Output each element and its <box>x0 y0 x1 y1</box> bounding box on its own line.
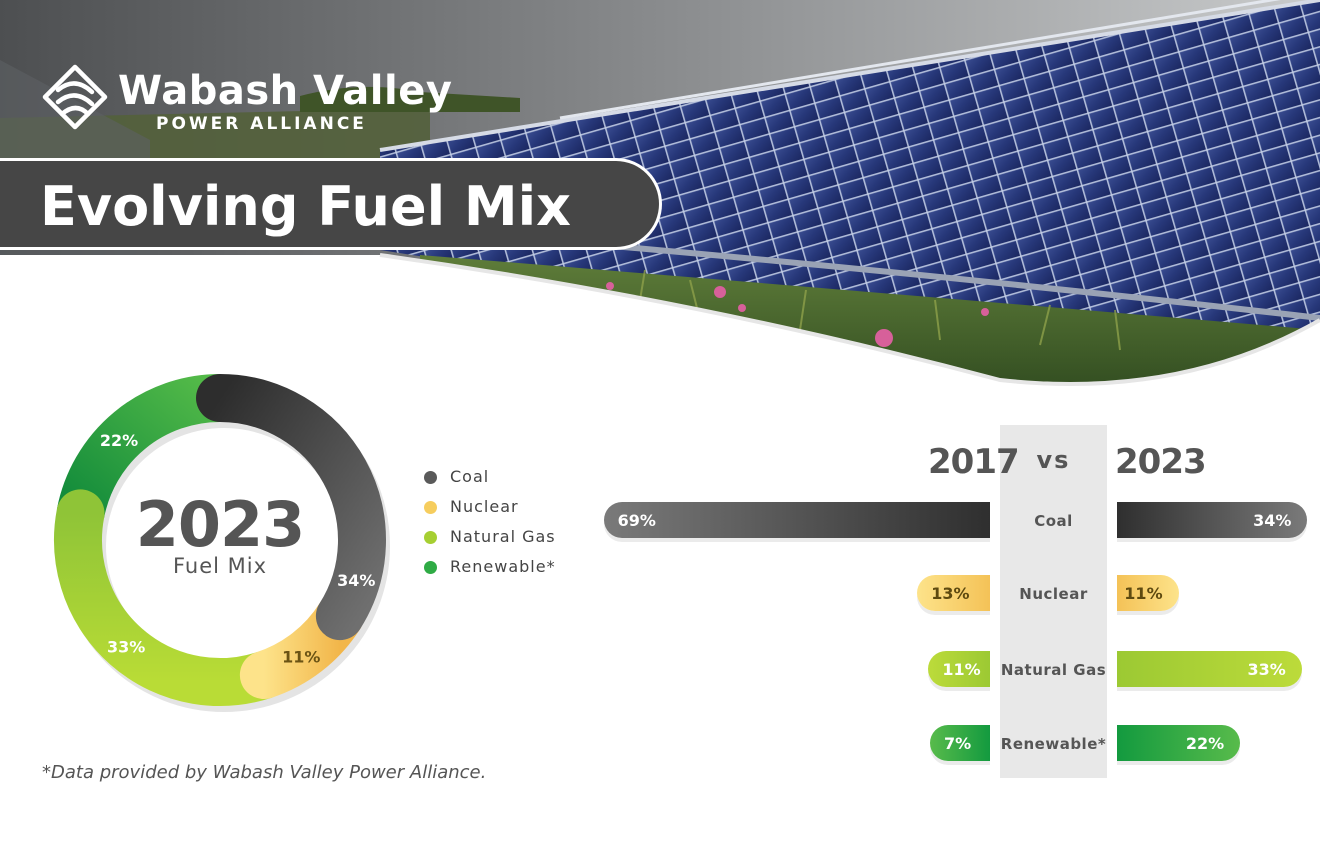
bar-label-2017: 13% <box>931 584 970 603</box>
bar-2023-renewable: 22% <box>1117 725 1241 761</box>
donut-slice-renewable <box>56 374 221 519</box>
legend-label: Renewable* <box>450 557 556 576</box>
bar-label-2023: 22% <box>1185 734 1225 753</box>
donut-label-renewable: 22% <box>100 431 138 450</box>
legend-swatch-renewable <box>424 561 437 574</box>
legend-item-natural-gas: Natural Gas <box>424 526 556 556</box>
legend-label: Coal <box>450 467 490 486</box>
category-label-nuclear: Nuclear <box>1019 585 1088 603</box>
legend-swatch-nuclear <box>424 501 437 514</box>
legend-swatch-natural-gas <box>424 531 437 544</box>
chart-legend: Coal Nuclear Natural Gas Renewable* <box>424 466 556 586</box>
bar-2017-renewable: 7% <box>930 725 990 761</box>
bar-label-2017: 11% <box>942 660 981 679</box>
bar-2023-coal: 34% <box>1117 502 1308 538</box>
legend-item-coal: Coal <box>424 466 556 496</box>
donut-label-natural-gas: 33% <box>107 638 145 657</box>
solar-field-photo <box>0 0 1320 400</box>
donut-slice-natural-gas <box>54 489 288 706</box>
bar-2017-coal: 69% <box>603 502 990 538</box>
category-label-coal: Coal <box>1034 512 1073 530</box>
donut-center-subtitle: Fuel Mix <box>172 554 268 578</box>
legend-swatch-coal <box>424 471 437 484</box>
bar-2017-natural-gas: 11% <box>928 651 990 687</box>
category-label-natural-gas: Natural Gas <box>1000 661 1107 679</box>
bar-2023-nuclear: 11% <box>1117 575 1179 611</box>
donut-label-coal: 34% <box>337 571 375 590</box>
bar-label-2023: 34% <box>1253 511 1292 530</box>
header-vs: vs <box>1036 446 1071 474</box>
legend-item-nuclear: Nuclear <box>424 496 556 526</box>
brand-subtitle: POWER ALLIANCE <box>156 114 367 134</box>
fuel-mix-comparison-chart: 2017 vs 2023 69% 34% 13% 11% 11% 33% 7% 22% Coa… <box>600 420 1320 790</box>
fuel-mix-donut-chart: 34% 11% 33% 22% <box>54 374 390 712</box>
bar-2017-nuclear: 13% <box>917 575 990 611</box>
title-banner: Evolving Fuel Mix <box>0 158 662 250</box>
page-title: Evolving Fuel Mix <box>40 175 571 238</box>
category-label-renewable: Renewable* <box>1000 735 1107 753</box>
donut-slice-coal <box>196 374 386 641</box>
bar-label-2017: 7% <box>944 734 972 753</box>
bar-label-2023: 11% <box>1124 584 1163 603</box>
bar-label-2023: 33% <box>1247 660 1286 679</box>
legend-item-renewable: Renewable* <box>424 556 556 586</box>
bar-2023-natural-gas: 33% <box>1117 651 1302 687</box>
legend-label: Nuclear <box>450 497 519 516</box>
wabash-logo-icon <box>42 64 108 130</box>
donut-label-nuclear: 11% <box>282 647 320 666</box>
legend-label: Natural Gas <box>450 527 556 546</box>
header-2023: 2023 <box>1115 442 1207 482</box>
header-2017: 2017 <box>928 442 1020 482</box>
footnote: *Data provided by Wabash Valley Power Al… <box>42 762 487 783</box>
bar-label-2017: 69% <box>617 511 656 530</box>
donut-center-year: 2023 <box>135 488 306 561</box>
category-column <box>1000 425 1107 778</box>
brand-name: Wabash Valley <box>118 68 453 114</box>
brand-logo: Wabash Valley POWER ALLIANCE <box>40 62 452 142</box>
